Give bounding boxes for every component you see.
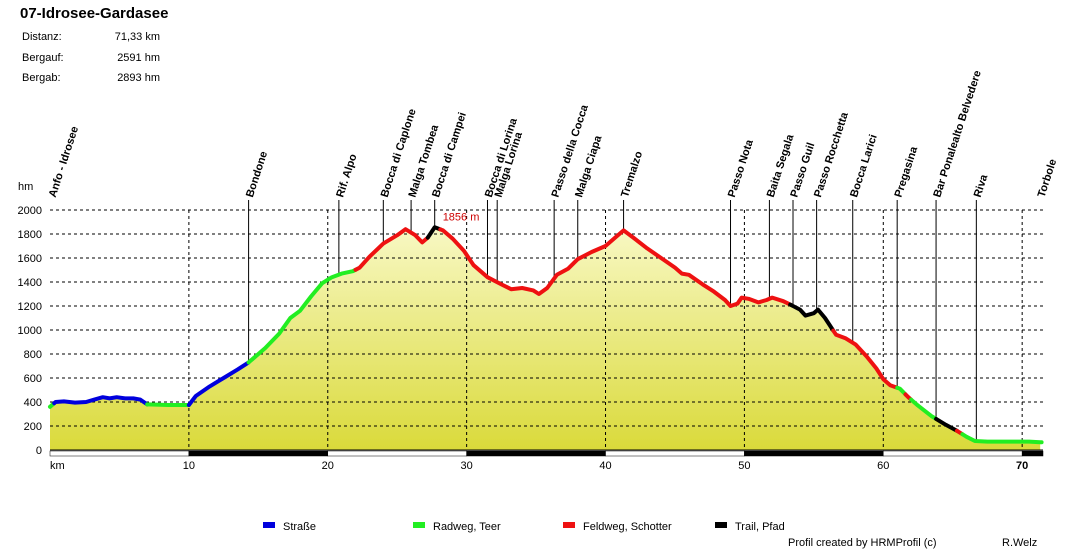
y-tick-label: 1200 bbox=[18, 301, 42, 313]
y-tick-label: 800 bbox=[24, 349, 42, 361]
credit-text: Profil created by HRMProfil (c) bbox=[788, 537, 937, 549]
km-scale-bar bbox=[466, 450, 606, 457]
km-scale-bar bbox=[605, 450, 745, 457]
legend-label-strasse: Straße bbox=[283, 521, 316, 533]
waypoint-label: Rif. Alpo bbox=[334, 152, 359, 199]
waypoint-label: Bocca di Campei bbox=[430, 111, 469, 199]
route-segment-radweg bbox=[246, 267, 358, 365]
waypoint-label: Passo Rocchetta bbox=[812, 110, 851, 199]
x-tick-label: 30 bbox=[461, 460, 473, 472]
x-tick-label: 70 bbox=[1016, 460, 1028, 472]
route-segment-strasse bbox=[186, 360, 251, 407]
route-segment-feldweg bbox=[353, 227, 430, 272]
x-tick-label: 40 bbox=[599, 460, 611, 472]
legend-swatch-feldweg bbox=[563, 522, 575, 528]
y-tick-label: 200 bbox=[24, 421, 42, 433]
legend-label-trail: Trail, Pfad bbox=[735, 521, 785, 533]
max-elevation-label: 1856 m bbox=[443, 211, 480, 223]
km-scale-bar bbox=[49, 450, 190, 457]
profile-area bbox=[50, 227, 1041, 450]
distance-label: Distanz: bbox=[22, 31, 62, 43]
route-segment-trail bbox=[934, 416, 959, 433]
route-segment-trail bbox=[788, 302, 836, 333]
author-text: R.Welz bbox=[1002, 537, 1038, 549]
waypoint-label: Anfo - Idrosee bbox=[47, 125, 81, 199]
y-tick-label: 400 bbox=[24, 397, 42, 409]
waypoint-label: Riva bbox=[972, 172, 991, 199]
waypoint-label: Torbole bbox=[1036, 158, 1060, 199]
route-segment-feldweg bbox=[831, 328, 900, 390]
route-segment-feldweg bbox=[438, 227, 793, 308]
waypoint-label: Bocca Larici bbox=[848, 133, 880, 199]
y-tick-label: 1000 bbox=[18, 325, 42, 337]
waypoint-label: Bondone bbox=[244, 150, 270, 199]
waypoint-label: Tremalzo bbox=[619, 150, 645, 199]
distance-value: 71,33 km bbox=[114, 31, 160, 43]
legend-swatch-radweg bbox=[413, 522, 425, 528]
y-tick-label: 600 bbox=[24, 373, 42, 385]
x-tick-label: 10 bbox=[183, 460, 195, 472]
y-tick-label: 1400 bbox=[18, 277, 42, 289]
chart-title: 07-Idrosee-Gardasee bbox=[20, 5, 169, 22]
km-scale-bar bbox=[883, 450, 1023, 457]
x-tick-label: 20 bbox=[322, 460, 334, 472]
km-scale-bar bbox=[1021, 450, 1044, 457]
waypoint-label: Pregasina bbox=[893, 144, 921, 199]
legend-swatch-strasse bbox=[263, 522, 275, 528]
route-segment-strasse bbox=[52, 395, 150, 407]
descent-label: Bergab: bbox=[22, 72, 61, 84]
x-axis-label: km bbox=[50, 460, 65, 472]
x-tick-label: 60 bbox=[877, 460, 889, 472]
route-segment-radweg bbox=[909, 397, 939, 421]
descent-value: 2893 hm bbox=[117, 72, 160, 84]
legend-swatch-trail bbox=[715, 522, 727, 528]
legend-label-radweg: Radweg, Teer bbox=[433, 521, 501, 533]
legend-label-feldweg: Feldweg, Schotter bbox=[583, 521, 672, 533]
y-tick-label: 1800 bbox=[18, 229, 42, 241]
ascent-value: 2591 hm bbox=[117, 52, 160, 64]
route-segment-radweg bbox=[145, 402, 191, 407]
y-tick-label: 1600 bbox=[18, 253, 42, 265]
waypoint-label: Passo Nota bbox=[726, 137, 756, 199]
km-scale-bar bbox=[327, 450, 467, 457]
y-tick-label: 0 bbox=[36, 445, 42, 457]
y-axis-label: hm bbox=[18, 181, 33, 193]
km-scale-bar bbox=[188, 450, 329, 457]
route-segment-radweg bbox=[960, 432, 1044, 445]
ascent-label: Bergauf: bbox=[22, 52, 64, 64]
km-scale-bar bbox=[744, 450, 884, 457]
route-segment-radweg bbox=[895, 385, 908, 397]
y-tick-label: 2000 bbox=[18, 205, 42, 217]
x-tick-label: 50 bbox=[738, 460, 750, 472]
